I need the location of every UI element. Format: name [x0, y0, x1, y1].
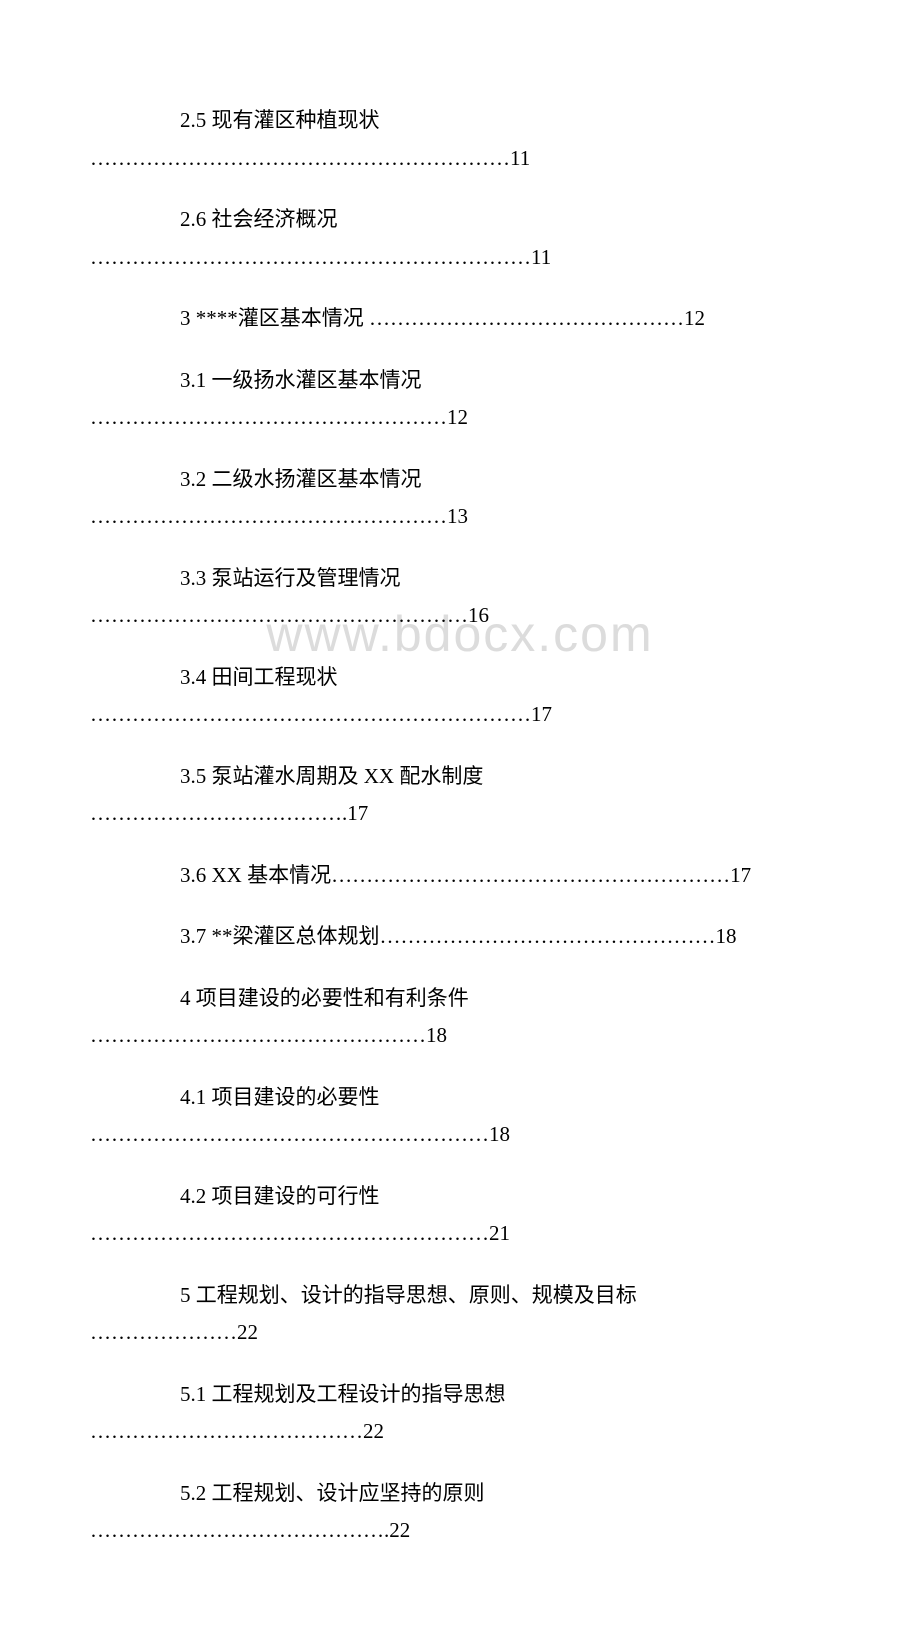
- toc-entry-title: 5.2 工程规划、设计应坚持的原则: [90, 1478, 830, 1510]
- toc-entry-title: 2.5 现有灌区种植现状: [90, 105, 830, 137]
- toc-entry-dots: …………………………………….22: [90, 1515, 830, 1547]
- toc-entry: 3.4 田间工程现状 ………………………………………………………17: [90, 662, 830, 731]
- table-of-contents: 2.5 现有灌区种植现状 ……………………………………………………11 2.6 社会…: [90, 105, 830, 1547]
- toc-entry: 3.5 泵站灌水周期及 XX 配水制度 ……………………………….17: [90, 761, 830, 830]
- toc-entry-title: 5 工程规划、设计的指导思想、原则、规模及目标: [90, 1280, 830, 1312]
- toc-entry: 3.7 **梁灌区总体规划…………………………………………18: [90, 921, 830, 953]
- toc-entry-title: 3.2 二级水扬灌区基本情况: [90, 464, 830, 496]
- toc-entry-dots: …………………22: [90, 1317, 830, 1349]
- toc-entry: 2.6 社会经济概况 ………………………………………………………11: [90, 204, 830, 273]
- toc-entry-dots: ………………………………………………………11: [90, 242, 830, 274]
- toc-entry-title: 3.3 泵站运行及管理情况: [90, 563, 830, 595]
- toc-entry-title: 4.2 项目建设的可行性: [90, 1181, 830, 1213]
- toc-entry: 4 项目建设的必要性和有利条件 …………………………………………18: [90, 983, 830, 1052]
- toc-entry-title: 3.7 **梁灌区总体规划…………………………………………18: [90, 921, 830, 953]
- toc-entry-dots: …………………………………………………21: [90, 1218, 830, 1250]
- toc-entry-title: 3.6 XX 基本情况…………………………………………………17: [90, 860, 830, 892]
- toc-entry-title: 3 ****灌区基本情况 ………………………………………12: [90, 303, 830, 335]
- toc-entry-title: 3.1 一级扬水灌区基本情况: [90, 365, 830, 397]
- toc-entry-dots: ………………………………………………16: [90, 600, 830, 632]
- toc-entry-dots: …………………………………………………18: [90, 1119, 830, 1151]
- toc-entry: 4.2 项目建设的可行性 …………………………………………………21: [90, 1181, 830, 1250]
- toc-entry-title: 4 项目建设的必要性和有利条件: [90, 983, 830, 1015]
- toc-entry: 5 工程规划、设计的指导思想、原则、规模及目标 …………………22: [90, 1280, 830, 1349]
- toc-entry: 5.1 工程规划及工程设计的指导思想 …………………………………22: [90, 1379, 830, 1448]
- toc-entry-title: 3.5 泵站灌水周期及 XX 配水制度: [90, 761, 830, 793]
- toc-entry: 2.5 现有灌区种植现状 ……………………………………………………11: [90, 105, 830, 174]
- toc-entry-title: 3.4 田间工程现状: [90, 662, 830, 694]
- toc-entry-dots: …………………………………22: [90, 1416, 830, 1448]
- document-page: 2.5 现有灌区种植现状 ……………………………………………………11 2.6 社会…: [0, 0, 920, 1637]
- toc-entry-title: 4.1 项目建设的必要性: [90, 1082, 830, 1114]
- toc-entry-dots: ……………………………………………13: [90, 501, 830, 533]
- toc-entry-dots: ……………………………….17: [90, 798, 830, 830]
- toc-entry-title: 2.6 社会经济概况: [90, 204, 830, 236]
- toc-entry-dots: ………………………………………………………17: [90, 699, 830, 731]
- toc-entry-dots: ……………………………………………12: [90, 402, 830, 434]
- toc-entry: 3.3 泵站运行及管理情况 ………………………………………………16: [90, 563, 830, 632]
- toc-entry-dots: …………………………………………18: [90, 1020, 830, 1052]
- toc-entry: 3.1 一级扬水灌区基本情况 ……………………………………………12: [90, 365, 830, 434]
- toc-entry-title: 5.1 工程规划及工程设计的指导思想: [90, 1379, 830, 1411]
- toc-entry: 5.2 工程规划、设计应坚持的原则 …………………………………….22: [90, 1478, 830, 1547]
- toc-entry: 3.6 XX 基本情况…………………………………………………17: [90, 860, 830, 892]
- toc-entry: 3.2 二级水扬灌区基本情况 ……………………………………………13: [90, 464, 830, 533]
- toc-entry-dots: ……………………………………………………11: [90, 143, 830, 175]
- toc-entry: 4.1 项目建设的必要性 …………………………………………………18: [90, 1082, 830, 1151]
- toc-entry: 3 ****灌区基本情况 ………………………………………12: [90, 303, 830, 335]
